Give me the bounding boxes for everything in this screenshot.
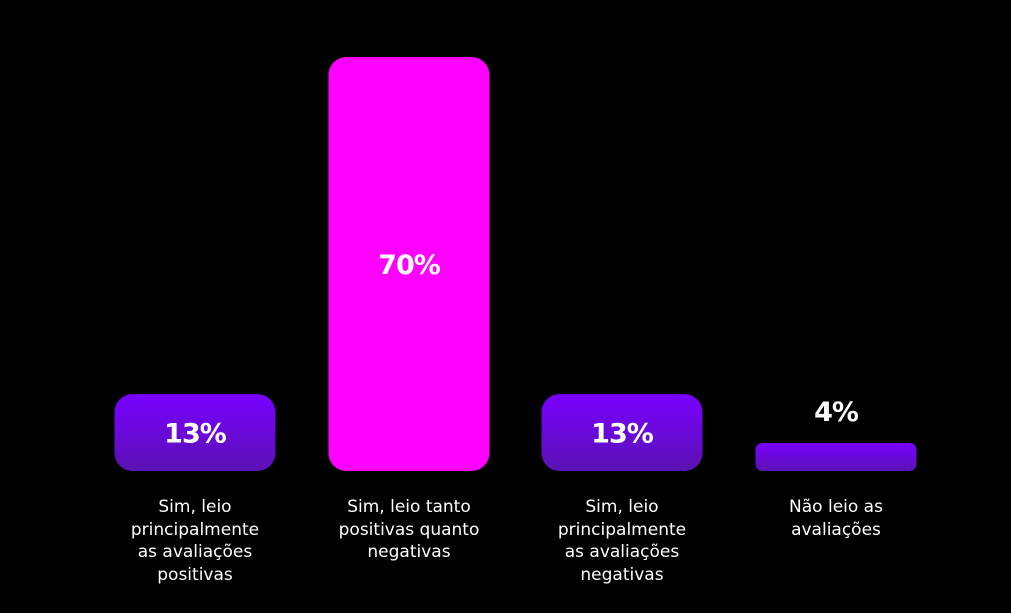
bar-2 [328,57,490,471]
category-label-2: Sim, leio tanto positivas quanto negativ… [338,497,480,562]
value-label-4: 4% [814,397,859,428]
value-label-2: 70% [378,250,441,281]
value-label-1: 13% [164,419,227,450]
category-label-3: Sim, leio principalmente as avaliações n… [557,497,687,585]
bar-3 [541,394,703,471]
category-label-4: Não leio as avaliações [789,497,883,540]
value-labels-group: 13% 70% 13% 4% [164,250,860,450]
bars-group [114,57,917,471]
bar-4 [755,443,917,471]
bar-1 [114,394,276,471]
category-label-1: Sim, leio principalmente as avaliações p… [130,497,260,585]
value-label-3: 13% [591,419,654,450]
